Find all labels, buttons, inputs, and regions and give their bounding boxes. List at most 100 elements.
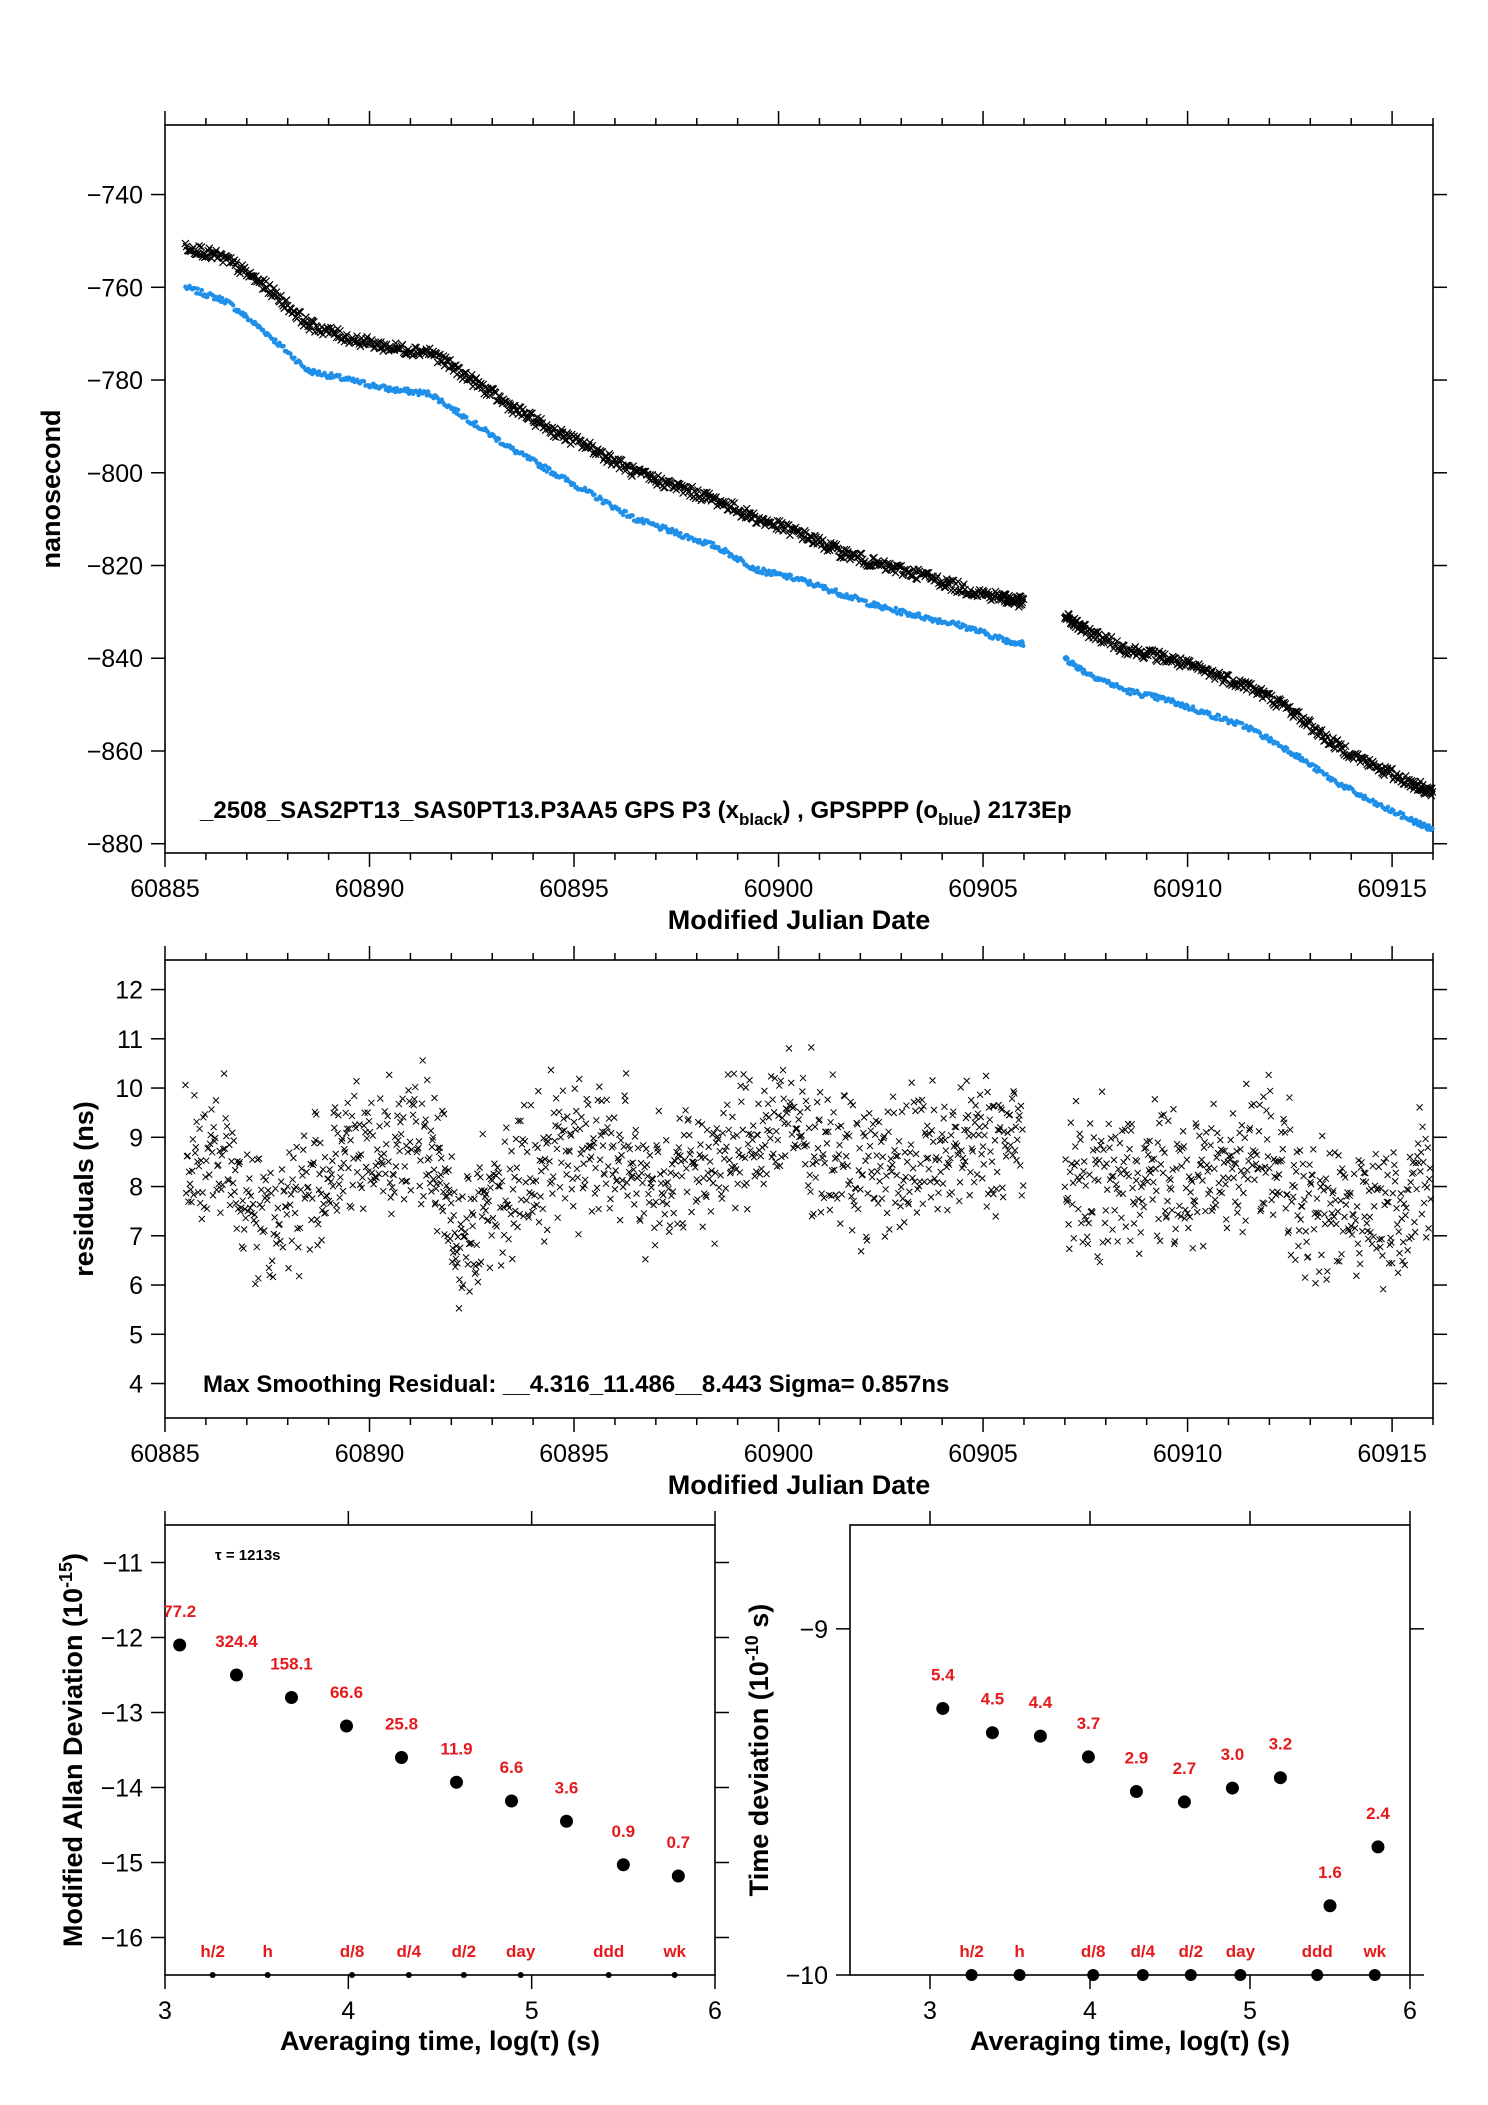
x-marker [1322, 730, 1331, 739]
residual-marker [774, 1136, 782, 1144]
residual-marker [1382, 1155, 1390, 1162]
residual-marker [633, 1190, 640, 1198]
residual-marker [1231, 1159, 1238, 1167]
residual-marker [551, 1137, 559, 1145]
residual-marker [314, 1241, 321, 1249]
residual-marker [1370, 1233, 1377, 1241]
residual-marker [990, 1190, 997, 1198]
residual-marker [873, 1152, 881, 1159]
residual-marker [515, 1176, 523, 1184]
residual-marker [846, 1177, 854, 1185]
residual-marker [1064, 1194, 1072, 1202]
x-marker [467, 370, 476, 379]
residual-marker [1327, 1200, 1334, 1207]
x-marker [1242, 685, 1251, 694]
x-marker [895, 562, 903, 571]
residual-marker [341, 1148, 349, 1156]
residual-marker [1237, 1145, 1244, 1153]
residual-marker [375, 1170, 383, 1178]
residual-marker [826, 1206, 834, 1214]
residual-marker [1352, 1217, 1360, 1224]
x-marker [839, 554, 848, 562]
residual-marker [450, 1188, 458, 1196]
residual-marker [1327, 1219, 1335, 1227]
x-marker [691, 494, 700, 503]
residual-marker [964, 1126, 971, 1134]
residual-marker [287, 1191, 295, 1198]
stability-point [1323, 1899, 1337, 1913]
x-marker [933, 572, 942, 581]
residual-marker [570, 1118, 578, 1126]
stability-point-label: 0.9 [612, 1822, 636, 1841]
residual-marker [975, 1123, 983, 1131]
residual-marker [182, 1081, 189, 1089]
residual-marker [500, 1203, 507, 1211]
residual-marker [197, 1157, 205, 1164]
residual-marker [1283, 1191, 1291, 1198]
residual-marker [453, 1248, 461, 1256]
interval-marker-label: d/2 [1179, 1942, 1204, 1961]
annotation-suffix: ) 2173Ep [973, 797, 1072, 824]
residual-marker [1417, 1148, 1425, 1156]
residual-marker [339, 1187, 347, 1195]
residual-marker [446, 1190, 453, 1197]
residual-marker [848, 1192, 855, 1200]
residual-marker [400, 1195, 408, 1203]
residual-marker [1213, 1129, 1221, 1137]
residual-marker [469, 1222, 476, 1230]
residual-marker [1065, 1245, 1073, 1253]
x-tick-label: 5 [1243, 1997, 1257, 2025]
residual-marker [1312, 1209, 1320, 1217]
stability-point [1081, 1750, 1095, 1764]
residual-marker [587, 1153, 595, 1161]
x-tick-label: 60895 [539, 875, 609, 903]
residual-marker [1200, 1144, 1208, 1152]
residual-marker [871, 1131, 879, 1139]
x-marker [462, 368, 471, 377]
residual-marker [374, 1159, 382, 1167]
residual-marker [387, 1194, 395, 1201]
x-marker [1308, 722, 1317, 731]
x-tick-label: 60915 [1357, 1440, 1427, 1468]
residual-marker [795, 1116, 802, 1123]
residual-marker [592, 1164, 599, 1172]
residual-marker [1208, 1125, 1215, 1132]
residual-marker [1210, 1165, 1218, 1173]
x-marker [693, 486, 702, 494]
residual-marker [523, 1196, 530, 1204]
residual-marker [910, 1098, 918, 1106]
residual-marker [454, 1260, 461, 1267]
stability-point-label: 66.6 [330, 1683, 363, 1702]
x-marker [837, 553, 845, 562]
residual-marker [790, 1103, 798, 1111]
residual-marker [993, 1185, 1000, 1193]
residual-marker [1423, 1184, 1431, 1191]
residual-marker [619, 1183, 627, 1191]
residual-marker [429, 1134, 437, 1141]
dot-marker [1430, 826, 1435, 831]
residual-marker [313, 1216, 321, 1223]
residual-marker [1184, 1224, 1192, 1232]
residual-marker [1333, 1257, 1341, 1265]
residual-marker [498, 1177, 506, 1185]
residual-marker [682, 1106, 689, 1114]
residual-marker [403, 1177, 411, 1185]
residual-marker [431, 1094, 438, 1102]
residual-marker [406, 1138, 414, 1146]
x-marker [728, 498, 736, 506]
residual-marker [672, 1171, 680, 1179]
residual-marker [1013, 1156, 1020, 1164]
residual-marker [833, 1154, 840, 1161]
stability-point [230, 1668, 243, 1682]
residual-marker [328, 1157, 336, 1165]
interval-marker [605, 1972, 612, 1978]
residual-marker [514, 1117, 522, 1125]
residual-marker [240, 1226, 248, 1233]
residual-marker [1338, 1165, 1346, 1172]
residual-marker [1418, 1210, 1426, 1218]
dot-marker [963, 623, 968, 628]
residual-marker [1010, 1090, 1018, 1097]
residual-marker [801, 1160, 809, 1168]
dot-marker [1257, 730, 1263, 736]
residual-marker [1130, 1220, 1138, 1227]
